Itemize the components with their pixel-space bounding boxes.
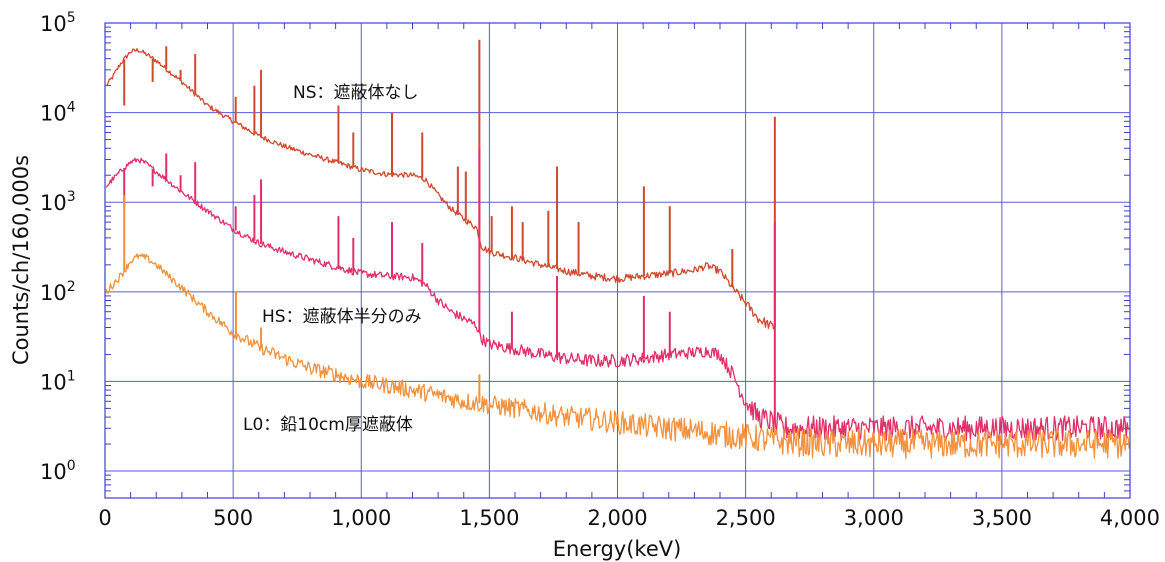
series-line [106,48,775,330]
y-tick-label: 105 [40,10,76,36]
x-axis-title: Energy(keV) [553,537,682,561]
x-tick-label: 3,500 [972,506,1032,530]
x-tick-labels: 0 500 1,000 1,500 2,000 2,500 3,000 3,500 4,000 [98,506,1160,530]
annotation-ns: NS：遮蔽体なし [293,83,419,103]
x-tick-label: 4,000 [1100,506,1160,530]
y-tick-label: 102 [40,279,76,305]
annotation-l0: L0：鉛10cm厚遮蔽体 [243,415,413,435]
y-tick-labels: 100 101 102 103 104 105 [40,10,76,484]
plot-frame [104,22,1131,499]
y-tick-label: 103 [40,189,76,215]
series-group [105,39,1130,460]
x-tick-label: 2,500 [716,506,776,530]
x-tick-label: 3,000 [844,506,904,530]
annotation-hs: HS：遮蔽体半分のみ [262,307,422,327]
x-tick-label: 2,000 [587,506,647,530]
x-tick-label: 1,000 [331,506,391,530]
series-line [105,253,1130,460]
y-tick-label: 100 [40,458,76,484]
x-tick-label: 0 [98,506,111,530]
y-axis-title: Counts/ch/160,000s [9,155,33,365]
x-tick-label: 1,500 [459,506,519,530]
x-tick-label: 500 [213,506,253,530]
y-tick-label: 101 [40,368,76,394]
series-line [105,157,1130,442]
y-tick-label: 104 [40,100,76,126]
